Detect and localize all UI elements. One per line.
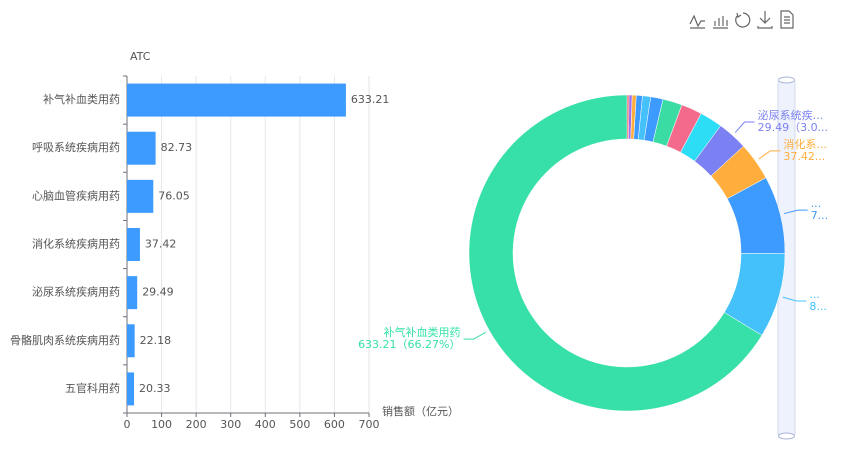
save-icon[interactable] [757, 11, 773, 29]
y-tick-label: 心脑血管疾病用药 [32, 188, 120, 202]
zoom-handle[interactable] [778, 432, 795, 440]
x-tick-label: 100 [151, 418, 172, 431]
y-tick-label: 五官科用药 [65, 381, 120, 395]
label-line [734, 121, 755, 133]
slice-value-label: 633.21（66.27%） [358, 338, 460, 351]
data-view-icon[interactable] [780, 10, 794, 29]
slice-value-label: 37.42... [783, 150, 825, 163]
slice-label: 补气补血类用药 [384, 325, 461, 339]
value-label: 29.49 [142, 286, 174, 299]
value-label: 37.42 [145, 238, 177, 251]
slice-value-label: 29.49（3.0... [758, 121, 828, 134]
restore-icon[interactable] [735, 12, 751, 28]
value-label: 20.33 [139, 382, 171, 395]
y-tick-label: 补气补血类用药 [43, 92, 120, 106]
x-tick-label: 700 [359, 418, 380, 431]
pie-slice [468, 94, 763, 412]
x-tick-label: 500 [289, 418, 310, 431]
value-label: 82.73 [161, 141, 193, 154]
line-icon[interactable] [689, 14, 705, 29]
pie-chart: 泌尿系统疾...29.49（3.0...消化系...37.42......7..… [358, 94, 829, 412]
value-label: 76.05 [158, 189, 190, 202]
slice-label: ... [811, 197, 822, 210]
x-tick-label: 0 [124, 418, 131, 431]
value-label: 633.21 [351, 93, 390, 106]
slice-value-label: 8... [809, 300, 827, 313]
label-line [463, 331, 486, 340]
slice-label: ... [809, 288, 820, 301]
zoom-handle[interactable] [778, 76, 795, 84]
bar [127, 228, 140, 261]
bar [127, 276, 138, 310]
label-line [758, 150, 781, 160]
bar [127, 372, 135, 406]
bar-chart: 0 100 200 300 400 500 600 700 补气补血类用药 633.21 呼吸系统疾… [10, 75, 390, 431]
toolbox [689, 10, 794, 29]
label-line [784, 209, 808, 215]
y-tick-label: 呼吸系统疾病用药 [32, 140, 120, 154]
slice-label: 消化系... [783, 137, 827, 151]
bar [127, 324, 135, 358]
y-tick-label: 骨骼肌肉系统疾病用药 [10, 333, 120, 347]
bar-icon[interactable] [713, 16, 728, 29]
x-tick-label: 200 [186, 418, 207, 431]
x-axis-title: 销售额（亿元） [382, 404, 459, 418]
y-tick-label: 消化系统疾病用药 [32, 237, 120, 251]
value-label: 22.18 [140, 334, 172, 347]
bar [127, 131, 156, 165]
data-zoom[interactable] [777, 76, 796, 440]
y-tick-label: 泌尿系统疾病用药 [32, 285, 120, 299]
x-tick-label: 400 [255, 418, 276, 431]
bar [127, 179, 154, 213]
y-axis-title: ATC [130, 50, 151, 63]
slice-label: 泌尿系统疾... [758, 108, 824, 122]
label-line [782, 296, 807, 302]
x-tick-label: 300 [220, 418, 241, 431]
bar [127, 83, 346, 117]
slice-value-label: 7... [811, 209, 829, 222]
x-tick-label: 600 [324, 418, 345, 431]
